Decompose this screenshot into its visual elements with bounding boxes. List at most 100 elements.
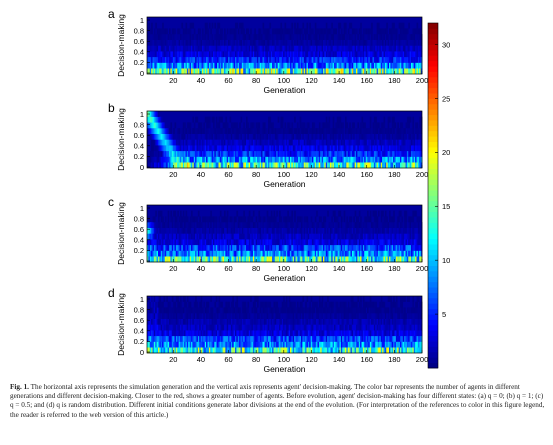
heatmap-cell [338,45,340,52]
heatmap-cell [218,239,221,246]
heatmap-cell [232,244,234,251]
heatmap-cell [206,68,208,75]
heatmap-cell [182,239,185,246]
heatmap-cell [248,133,251,140]
heatmap-cell [364,233,366,240]
heatmap-cell [149,111,152,117]
heatmap-cell [397,256,399,263]
heatmap-cell [186,256,189,263]
heatmap-cell [417,244,420,251]
x-tick-label: 200 [416,76,429,85]
heatmap-cell [295,56,298,63]
heatmap-cell [203,222,206,228]
heatmap-cell [345,116,347,123]
heatmap-cell [369,145,372,152]
heatmap-cell [408,128,410,134]
heatmap-cell [149,330,152,337]
heatmap-cell [294,216,296,223]
heatmap-cell [160,56,163,63]
heatmap-cell [167,51,170,58]
heatmap-cell [382,128,384,134]
heatmap-cell [338,139,340,146]
heatmap-cell [185,227,188,234]
heatmap-cell [182,145,185,152]
heatmap-cell [292,150,295,157]
heatmap-cell [325,162,328,169]
heatmap-cell [408,116,410,123]
heatmap-cell [152,233,155,240]
heatmap-cell [356,133,358,140]
heatmap-cell [380,28,383,35]
heatmap-cell [257,128,259,134]
heatmap-cell [228,39,230,46]
heatmap-cell [185,22,188,29]
heatmap-cell [343,45,346,52]
heatmap-cell [261,256,263,263]
heatmap-cell [276,56,278,63]
heatmap-cell [405,139,408,146]
heatmap-cell [184,128,186,134]
heatmap-cell [182,133,185,140]
heatmap-cell [305,216,307,223]
heatmap-cell [167,68,170,75]
heatmap-cell [217,133,219,140]
heatmap-cell [342,68,344,75]
heatmap-cell [158,250,160,257]
heatmap-cell [346,227,349,234]
heatmap-cell [149,122,152,129]
heatmap-cell [166,62,168,69]
heatmap-cell [373,68,376,75]
heatmap-cell [228,227,230,234]
heatmap-cell [159,68,162,75]
heatmap-cell [177,68,179,75]
heatmap-cell [182,233,185,240]
heatmap-cell [269,62,272,69]
heatmap-cell [368,256,371,263]
heatmap-cell [263,128,266,134]
heatmap-cell [185,233,188,240]
heatmap-cell [371,162,373,169]
heatmap-cell [166,139,168,146]
heatmap-cell [185,56,188,63]
heatmap-cell [262,239,265,246]
heatmap-cell [390,239,393,246]
heatmap-cell [397,150,399,157]
heatmap-cell [296,156,299,163]
heatmap-cell [301,39,303,46]
heatmap-cell [400,162,402,169]
heatmap-cell [181,162,184,169]
heatmap-cell [202,51,204,58]
heatmap-cell [171,250,174,257]
heatmap-cell [368,56,371,63]
heatmap-cell [404,68,406,75]
heatmap-cell [369,250,372,257]
heatmap-cell [386,139,388,146]
heatmap-cell [244,34,247,40]
heatmap-cell [270,256,273,263]
heatmap-cell [254,34,256,40]
heatmap-cell [350,62,353,69]
heatmap-cell [406,34,409,40]
heatmap-cell [213,250,215,257]
heatmap-cell [235,216,237,223]
heatmap-cell [283,128,285,134]
heatmap-cell [164,133,167,140]
heatmap-cell [281,62,284,69]
x-tick-label: 60 [224,170,232,179]
heatmap-cell [191,156,193,163]
heatmap-cell [265,62,267,69]
heatmap-cell [182,39,185,46]
heatmap-cell [299,68,302,75]
heatmap-cell [247,227,250,234]
heatmap-cell [225,222,228,228]
heatmap-cell [346,34,349,40]
heatmap-cell [291,39,294,46]
heatmap-cell [406,116,409,123]
heatmap-cell [219,45,222,52]
heatmap-cell [351,56,354,63]
heatmap-cell [221,216,223,223]
heatmap-cell [332,45,335,52]
heatmap-cell [309,68,311,75]
heatmap-cell [152,256,155,263]
heatmap-cell [226,250,229,257]
